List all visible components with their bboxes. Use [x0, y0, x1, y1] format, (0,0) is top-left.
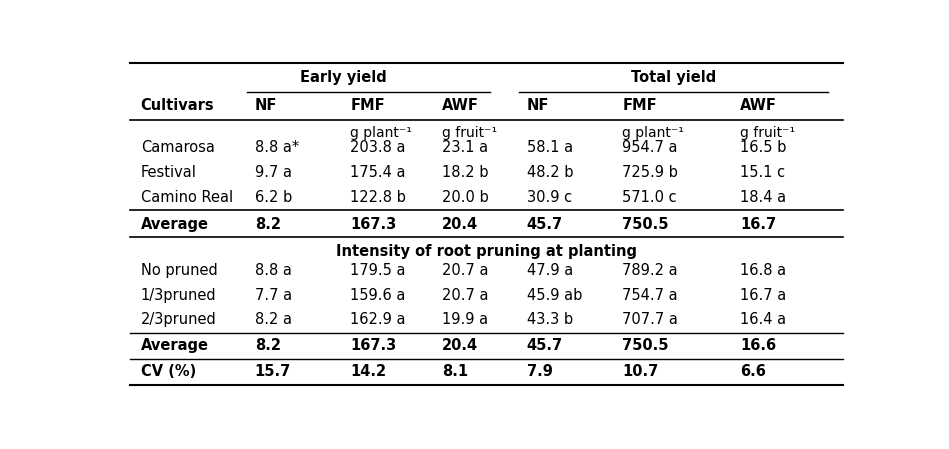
Text: 167.3: 167.3: [350, 338, 397, 353]
Text: 45.9 ab: 45.9 ab: [527, 287, 582, 303]
Text: 23.1 a: 23.1 a: [442, 140, 489, 155]
Text: Camarosa: Camarosa: [140, 140, 214, 155]
Text: AWF: AWF: [740, 98, 777, 113]
Text: 159.6 a: 159.6 a: [350, 287, 405, 303]
Text: FMF: FMF: [623, 98, 657, 113]
Text: 122.8 b: 122.8 b: [350, 190, 406, 205]
Text: 18.4 a: 18.4 a: [740, 190, 786, 205]
Text: 19.9 a: 19.9 a: [442, 313, 489, 327]
Text: Average: Average: [140, 338, 209, 353]
Text: 167.3: 167.3: [350, 216, 397, 232]
Text: 43.3 b: 43.3 b: [527, 313, 573, 327]
Text: 58.1 a: 58.1 a: [527, 140, 573, 155]
Text: 6.6: 6.6: [740, 364, 766, 379]
Text: 16.8 a: 16.8 a: [740, 263, 786, 277]
Text: 45.7: 45.7: [527, 216, 563, 232]
Text: 8.2: 8.2: [254, 338, 281, 353]
Text: 6.2 b: 6.2 b: [254, 190, 292, 205]
Text: Festival: Festival: [140, 165, 196, 180]
Text: 754.7 a: 754.7 a: [623, 287, 678, 303]
Text: 20.0 b: 20.0 b: [442, 190, 489, 205]
Text: 8.2: 8.2: [254, 216, 281, 232]
Text: 789.2 a: 789.2 a: [623, 263, 678, 277]
Text: Camino Real: Camino Real: [140, 190, 233, 205]
Text: 20.4: 20.4: [442, 338, 478, 353]
Text: 48.2 b: 48.2 b: [527, 165, 573, 180]
Text: 20.7 a: 20.7 a: [442, 287, 489, 303]
Text: 16.6: 16.6: [740, 338, 776, 353]
Text: 45.7: 45.7: [527, 338, 563, 353]
Text: 16.7: 16.7: [740, 216, 776, 232]
Text: 20.7 a: 20.7 a: [442, 263, 489, 277]
Text: 16.5 b: 16.5 b: [740, 140, 787, 155]
Text: Early yield: Early yield: [300, 70, 386, 85]
Text: 16.4 a: 16.4 a: [740, 313, 786, 327]
Text: 8.8 a*: 8.8 a*: [254, 140, 299, 155]
Text: 175.4 a: 175.4 a: [350, 165, 406, 180]
Text: FMF: FMF: [350, 98, 385, 113]
Text: 954.7 a: 954.7 a: [623, 140, 678, 155]
Text: CV (%): CV (%): [140, 364, 195, 379]
Text: 162.9 a: 162.9 a: [350, 313, 406, 327]
Text: AWF: AWF: [442, 98, 479, 113]
Text: 750.5: 750.5: [623, 338, 669, 353]
Text: 47.9 a: 47.9 a: [527, 263, 573, 277]
Text: 16.7 a: 16.7 a: [740, 287, 787, 303]
Text: 18.2 b: 18.2 b: [442, 165, 489, 180]
Text: 571.0 c: 571.0 c: [623, 190, 677, 205]
Text: 725.9 b: 725.9 b: [623, 165, 679, 180]
Text: 2/3pruned: 2/3pruned: [140, 313, 216, 327]
Text: 15.7: 15.7: [254, 364, 291, 379]
Text: 15.1 c: 15.1 c: [740, 165, 785, 180]
Text: 20.4: 20.4: [442, 216, 478, 232]
Text: NF: NF: [527, 98, 549, 113]
Text: Average: Average: [140, 216, 209, 232]
Text: g plant⁻¹: g plant⁻¹: [623, 126, 684, 140]
Text: 10.7: 10.7: [623, 364, 659, 379]
Text: 8.1: 8.1: [442, 364, 469, 379]
Text: No pruned: No pruned: [140, 263, 217, 277]
Text: 14.2: 14.2: [350, 364, 386, 379]
Text: 750.5: 750.5: [623, 216, 669, 232]
Text: 30.9 c: 30.9 c: [527, 190, 572, 205]
Text: 8.8 a: 8.8 a: [254, 263, 291, 277]
Text: g plant⁻¹: g plant⁻¹: [350, 126, 412, 140]
Text: 203.8 a: 203.8 a: [350, 140, 406, 155]
Text: 707.7 a: 707.7 a: [623, 313, 679, 327]
Text: g fruit⁻¹: g fruit⁻¹: [740, 126, 795, 140]
Text: NF: NF: [254, 98, 277, 113]
Text: 7.9: 7.9: [527, 364, 552, 379]
Text: Total yield: Total yield: [631, 70, 716, 85]
Text: 1/3pruned: 1/3pruned: [140, 287, 216, 303]
Text: 7.7 a: 7.7 a: [254, 287, 291, 303]
Text: g fruit⁻¹: g fruit⁻¹: [442, 126, 497, 140]
Text: 179.5 a: 179.5 a: [350, 263, 406, 277]
Text: Cultivars: Cultivars: [140, 98, 214, 113]
Text: Intensity of root pruning at planting: Intensity of root pruning at planting: [336, 244, 637, 259]
Text: 8.2 a: 8.2 a: [254, 313, 291, 327]
Text: 9.7 a: 9.7 a: [254, 165, 291, 180]
